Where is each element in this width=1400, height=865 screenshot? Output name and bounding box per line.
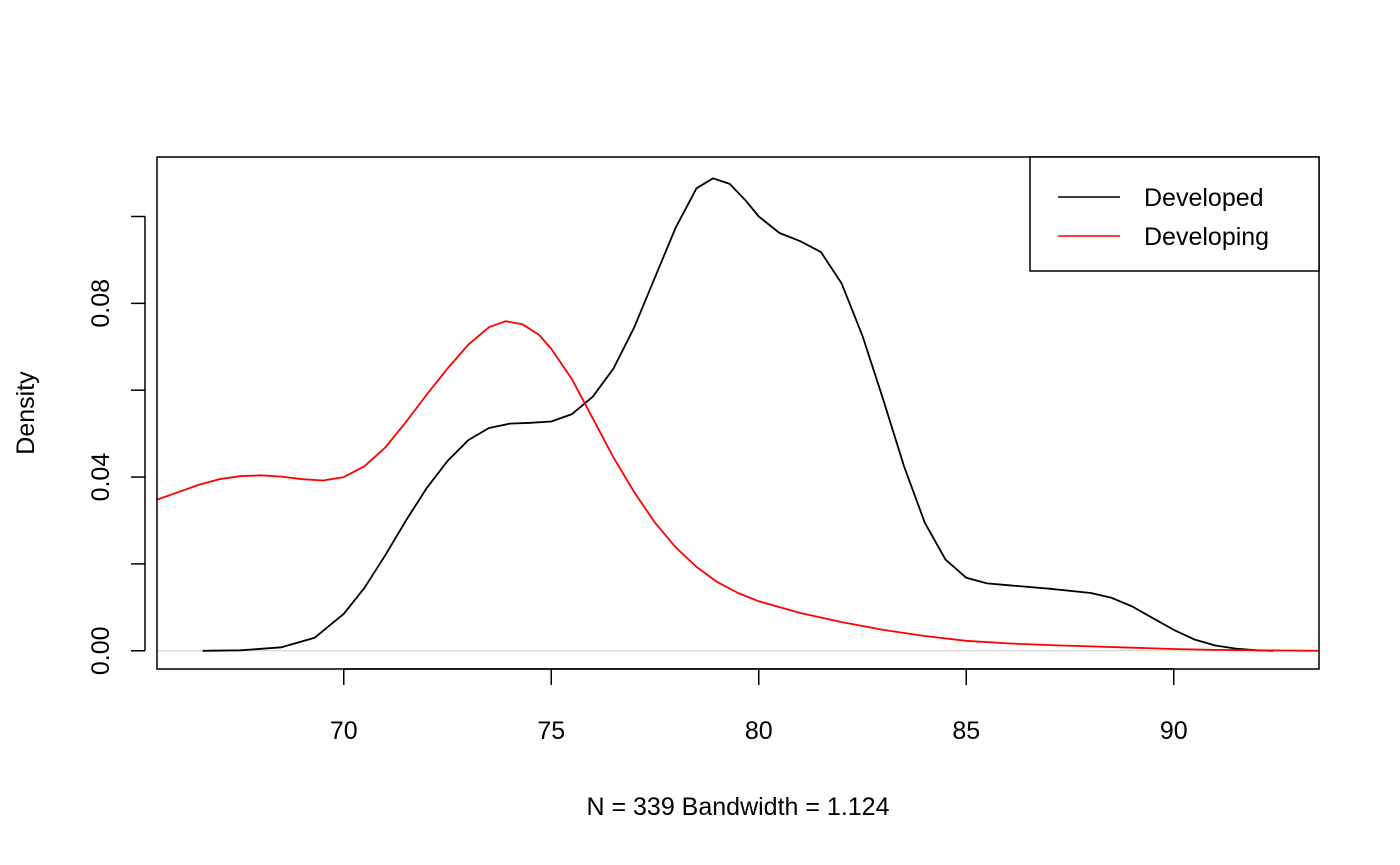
legend-label-developing: Developing	[1144, 223, 1269, 251]
y-tick-label: 0.00	[87, 626, 115, 675]
x-tick-label: 75	[537, 717, 565, 745]
legend: Developed Developing	[1029, 156, 1320, 272]
x-tick-label: 80	[745, 717, 773, 745]
y-tick-label: 0.08	[87, 279, 115, 328]
x-axis-label: N = 339 Bandwidth = 1.124	[586, 793, 889, 821]
x-axis: 70 75 80 85 90	[330, 668, 1188, 745]
legend-label-developed: Developed	[1144, 184, 1264, 212]
x-tick-label: 90	[1160, 717, 1188, 745]
legend-box	[1029, 156, 1320, 272]
y-axis-label: Density	[12, 371, 40, 455]
series-line-developed	[202, 177, 1274, 652]
y-tick-label: 0.04	[87, 453, 115, 502]
x-tick-label: 85	[952, 717, 980, 745]
y-axis: 0.00 0.04 0.08	[87, 215, 146, 675]
x-tick-label: 70	[330, 717, 358, 745]
series-line-developing	[156, 320, 1320, 652]
